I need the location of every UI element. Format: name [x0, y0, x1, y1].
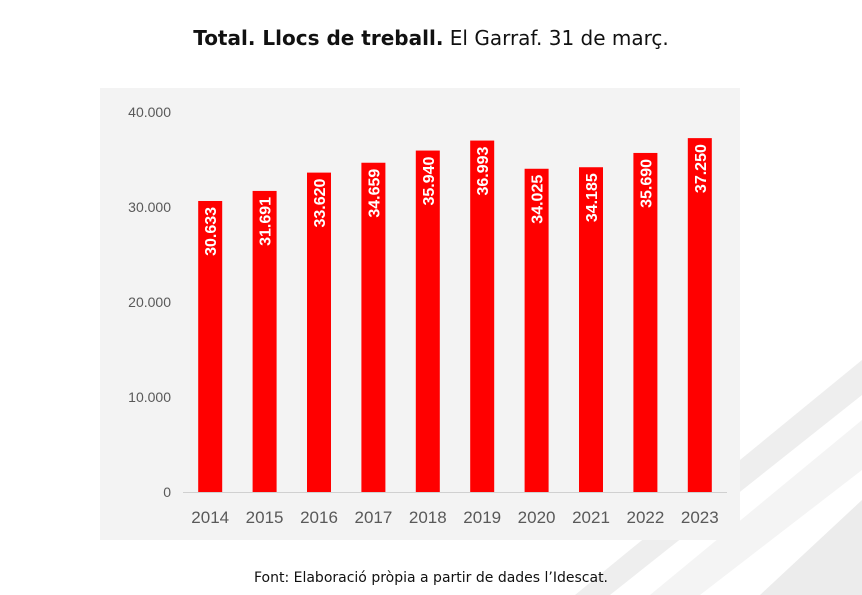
x-tick-label: 2022 [626, 508, 664, 527]
bar-2022 [633, 152, 658, 492]
x-tick-label: 2014 [191, 508, 229, 527]
x-tick-label: 2017 [354, 508, 392, 527]
y-axis: 0 10.000 20.000 30.000 40.000 [128, 104, 727, 500]
bar-value-label: 31.691 [258, 197, 275, 246]
y-tick-label: 40.000 [128, 104, 171, 120]
x-tick-label: 2021 [572, 508, 610, 527]
bars: 30.633 31.691 33.620 34.659 35.940 36.993 34.0… [198, 138, 712, 493]
bar-value-label: 34.659 [366, 169, 383, 218]
bar-2020 [524, 168, 549, 492]
x-tick-label: 2020 [518, 508, 556, 527]
bar-value-label: 35.690 [638, 159, 655, 208]
bar-2021 [579, 167, 603, 492]
bar-2023 [687, 138, 712, 492]
x-tick-label: 2023 [681, 508, 719, 527]
bar-value-label: 34.185 [584, 173, 601, 222]
bar-2018 [415, 150, 440, 492]
bar-value-label: 37.250 [693, 144, 710, 193]
bar-value-label: 30.633 [203, 207, 220, 256]
chart-title: Total. Llocs de treball. El Garraf. 31 d… [0, 26, 862, 50]
y-tick-label: 30.000 [128, 199, 171, 215]
bar-value-label: 33.620 [312, 179, 329, 228]
x-tick-label: 2019 [463, 508, 501, 527]
y-tick-label: 10.000 [128, 389, 171, 405]
y-tick-label: 20.000 [128, 294, 171, 310]
bar-2017 [361, 162, 386, 492]
x-tick-label: 2015 [246, 508, 284, 527]
bar-2015 [252, 190, 277, 493]
bar-value-label: 34.025 [530, 175, 547, 224]
y-tick-label: 0 [163, 484, 171, 500]
chart-title-bold: Total. Llocs de treball. [193, 26, 444, 50]
x-tick-label: 2018 [409, 508, 447, 527]
source-note: Font: Elaboració pròpia a partir de dade… [253, 570, 609, 586]
bar-value-label: 36.993 [475, 146, 492, 195]
bar-value-label: 35.940 [421, 156, 438, 205]
x-axis: 2014 2015 2016 2017 2018 2019 2020 2021 2022 2023 [191, 508, 718, 527]
bar-2014 [198, 200, 223, 492]
x-tick-label: 2016 [300, 508, 338, 527]
bar-2016 [307, 172, 331, 493]
chart-title-rest: El Garraf. 31 de març. [443, 26, 669, 50]
bar-2019 [470, 140, 495, 492]
